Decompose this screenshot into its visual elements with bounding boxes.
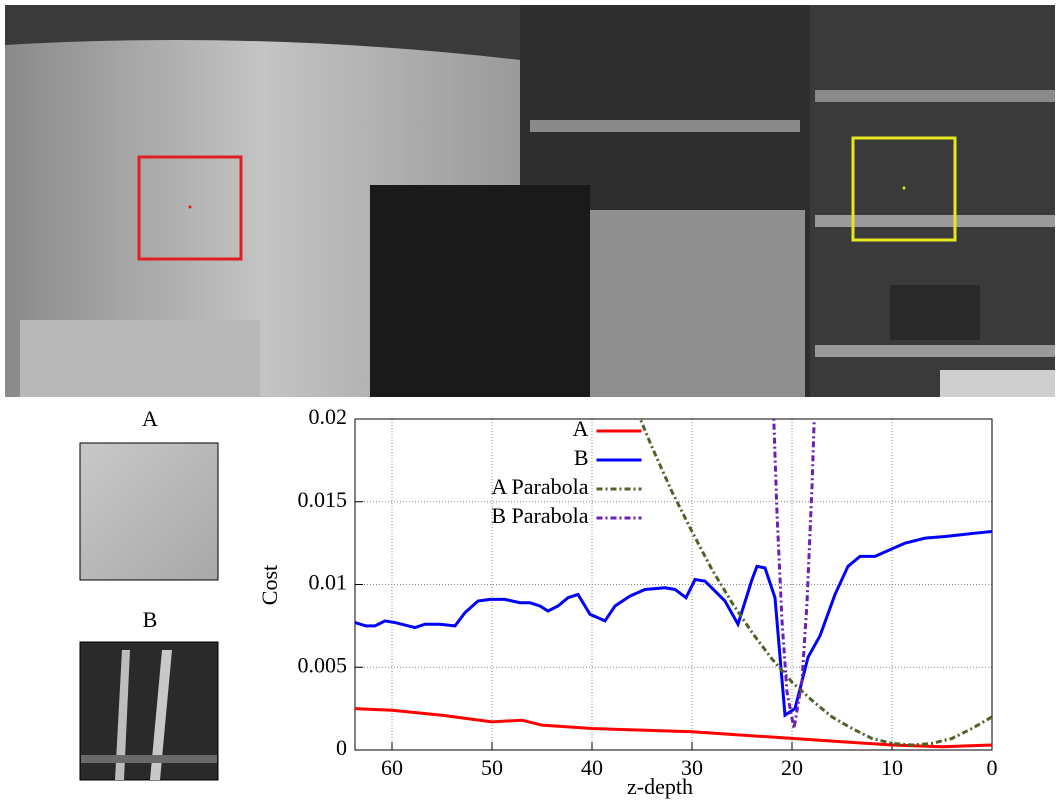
x-tick-label: 0 <box>987 755 998 780</box>
patch-label: B <box>143 607 158 632</box>
photo <box>5 5 1055 397</box>
series-line <box>355 530 992 718</box>
plot-frame <box>354 418 993 751</box>
x-tick-label: 50 <box>481 755 503 780</box>
x-tick-label: 40 <box>581 755 603 780</box>
patch-label: A <box>142 406 158 431</box>
y-tick-label: 0.015 <box>298 487 348 512</box>
y-tick-label: 0.005 <box>298 652 348 677</box>
y-axis-label: Cost <box>257 565 282 605</box>
y-tick-label: 0 <box>336 735 347 760</box>
plot-area <box>355 419 992 749</box>
x-axis-label: z-depth <box>627 774 693 799</box>
x-tick-label: 10 <box>881 755 903 780</box>
series-line <box>355 707 992 749</box>
legend-label: B Parabola <box>491 503 588 528</box>
y-tick-label: 0.02 <box>309 404 348 429</box>
legend-label: B <box>574 445 589 470</box>
x-tick-label: 30 <box>681 755 703 780</box>
series-line <box>638 419 992 747</box>
patch-a <box>79 442 219 581</box>
patch-b <box>79 641 219 781</box>
legend-label: A <box>573 416 589 441</box>
x-tick-label: 20 <box>781 755 803 780</box>
legend-label: A Parabola <box>491 474 588 499</box>
y-tick-label: 0.01 <box>309 570 348 595</box>
series-line <box>772 419 816 729</box>
x-tick-label: 60 <box>381 755 403 780</box>
